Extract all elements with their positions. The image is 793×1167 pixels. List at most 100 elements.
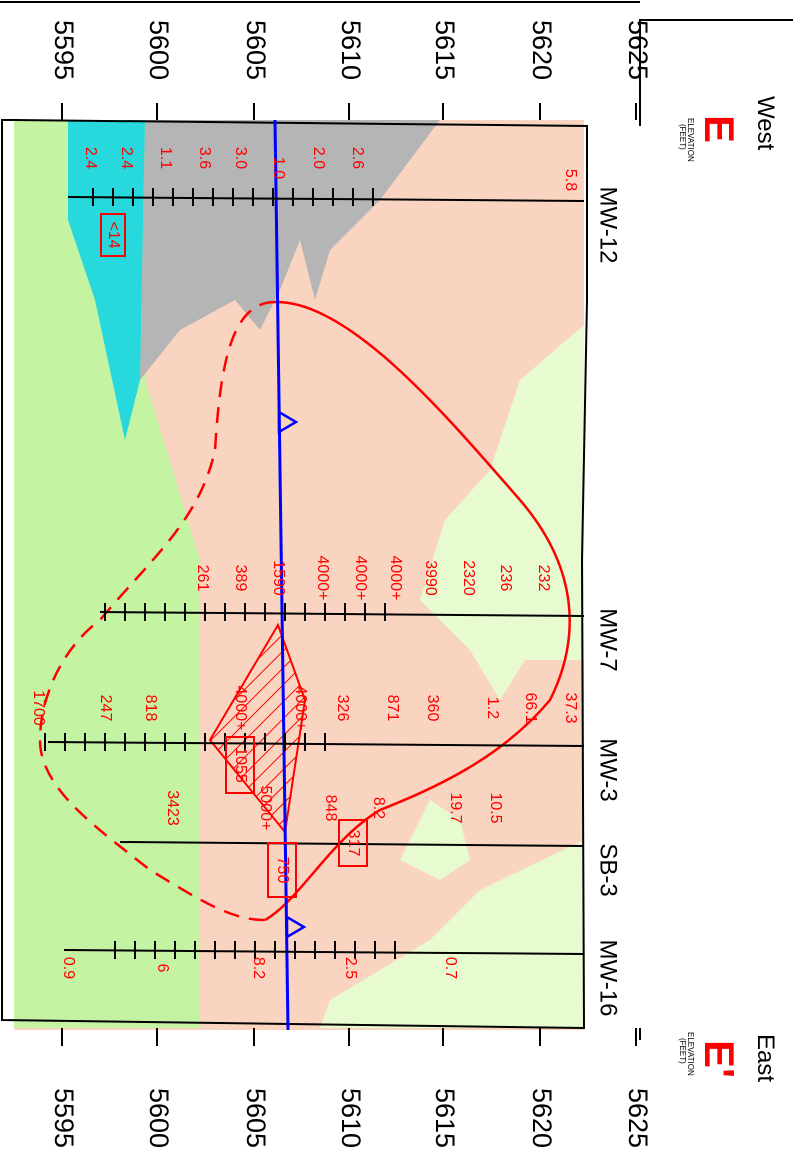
west-direction: West xyxy=(752,96,779,151)
concentration-value: 247 xyxy=(97,695,114,722)
concentration-value: 0.9 xyxy=(60,957,77,979)
concentration-value: 2.4 xyxy=(82,147,99,169)
concentration-value: 871 xyxy=(384,695,401,722)
wells: MW-12 5.8 2.6 2.0 1.0 3.0 3.6 1.1 2.4 2.4 <14 MW-7 2… xyxy=(30,147,622,1017)
well-mw-3: MW-3 37.3 66.1 1.2 360 871 326 4000+ 4000+ 818 247… xyxy=(30,686,622,802)
boxed-concentration-value: <14 xyxy=(105,221,122,248)
section-frame xyxy=(1,119,588,1030)
concentration-value: 4000+ xyxy=(387,556,404,601)
elevation-label-bottom: 5620 xyxy=(527,1088,557,1148)
elevation-label-top: 5595 xyxy=(49,20,79,80)
concentration-value: 6 xyxy=(154,964,171,973)
cyan-gravel-layer xyxy=(68,120,145,440)
concentration-value: 1.0 xyxy=(270,157,287,179)
soil-layers xyxy=(14,120,584,1030)
elevation-axis-top xyxy=(639,19,793,120)
elevation-label-bottom: 5595 xyxy=(49,1088,79,1148)
light-green-lens-mid xyxy=(400,800,470,880)
elevation-label-top: 5600 xyxy=(144,20,174,80)
boxed-concentration-value: 1055 xyxy=(232,747,249,783)
well-label: MW-7 xyxy=(595,608,622,672)
elevation-label-bottom: 5600 xyxy=(144,1088,174,1148)
west-letter: E xyxy=(696,115,743,143)
well-mw-12: MW-12 5.8 2.6 2.0 1.0 3.0 3.6 1.1 2.4 2.4 <14 xyxy=(67,147,622,264)
light-green-lens-lower xyxy=(320,840,584,1028)
green-clay-layer xyxy=(14,120,200,1028)
concentration-value: 848 xyxy=(322,795,339,822)
elevation-label-bottom: 5610 xyxy=(336,1088,366,1148)
concentration-value: 2.4 xyxy=(118,147,135,169)
concentration-value: 8.2 xyxy=(250,957,267,979)
east-direction: East xyxy=(752,1034,779,1082)
concentration-value: 4000+ xyxy=(314,556,331,601)
concentration-value: 19.7 xyxy=(447,792,464,823)
west-elevation-label: ELEVATION xyxy=(686,118,695,162)
concentration-value: 4000+ xyxy=(352,556,369,601)
elevation-ticks-bottom: 5595 5600 5605 5610 5615 5620 5625 xyxy=(49,1028,653,1148)
concentration-value: 2.0 xyxy=(310,147,327,169)
concentration-value: 236 xyxy=(497,565,514,592)
concentration-value: 232 xyxy=(535,565,552,592)
concentration-value: 1700 xyxy=(30,690,47,726)
elevation-label-top: 5625 xyxy=(623,20,653,80)
elevation-label-bottom: 5605 xyxy=(241,1088,271,1148)
concentration-value: 261 xyxy=(194,565,211,592)
boxed-value-frame xyxy=(267,842,297,898)
elevation-label-top: 5615 xyxy=(430,20,460,80)
concentration-value: 3423 xyxy=(164,790,181,826)
concentration-value: 389 xyxy=(232,565,249,592)
boxed-value-frame xyxy=(100,213,126,257)
well-label: MW-3 xyxy=(595,738,622,802)
concentration-value: 5.8 xyxy=(562,169,579,191)
concentration-value: 3.0 xyxy=(232,147,249,169)
concentration-value: 5000+ xyxy=(257,786,274,831)
water-table-triangle-icon xyxy=(277,409,299,435)
well-label: MW-12 xyxy=(595,187,622,264)
east-feet-label: (FEET) xyxy=(678,1038,687,1064)
elevation-label-top: 5620 xyxy=(527,20,557,80)
light-green-lens-upper xyxy=(420,325,584,700)
well-mw-16: MW-16 0.7 2.5 8.2 6 0.9 xyxy=(60,940,622,1017)
concentration-value: 818 xyxy=(142,695,159,722)
water-table-line xyxy=(273,119,290,1031)
concentration-value: 1590 xyxy=(270,560,287,596)
concentration-value: 2.6 xyxy=(349,147,366,169)
boxed-value-frame xyxy=(338,819,368,867)
well-label: MW-16 xyxy=(595,940,622,1017)
east-letter: E' xyxy=(696,1040,743,1078)
water-table-triangle-icon xyxy=(285,914,307,940)
boxed-concentration-value: 750 xyxy=(274,857,291,884)
concentration-value: 66.1 xyxy=(522,692,539,723)
well-mw-7: MW-7 232 236 2320 3990 4000+ 4000+ 4000+ 1590 389… xyxy=(99,556,622,672)
west-end-label: West E ELEVATION (FEET) xyxy=(678,96,779,162)
east-end-label: East E' ELEVATION (FEET) xyxy=(678,1032,779,1082)
concentration-value: 2320 xyxy=(460,560,477,596)
concentration-value: 1.1 xyxy=(157,147,174,169)
plume-outline-dashed xyxy=(38,300,276,922)
concentration-value: 4000+ xyxy=(232,686,249,731)
well-casing xyxy=(63,949,585,955)
boxed-concentration-value: 317 xyxy=(345,830,362,857)
boxed-value-frame xyxy=(225,736,255,794)
concentration-value: 0.7 xyxy=(442,957,459,979)
concentration-value: 3.6 xyxy=(196,147,213,169)
well-casing xyxy=(99,611,585,617)
concentration-value: 360 xyxy=(424,695,441,722)
gray-silt-layer xyxy=(140,120,440,380)
concentration-value: 4000+ xyxy=(292,686,309,731)
concentration-value: 8.2 xyxy=(370,797,387,819)
elevation-label-bottom: 5625 xyxy=(623,1088,653,1148)
elevation-ticks-top: 5595 5600 5605 5610 5615 5620 5625 xyxy=(49,20,653,120)
concentration-value: 1.2 xyxy=(484,697,501,719)
concentration-value: 37.3 xyxy=(562,692,579,723)
well-casing xyxy=(119,841,585,847)
well-label: SB-3 xyxy=(595,843,622,896)
concentration-value: 2.5 xyxy=(342,957,359,979)
well-sb-3: SB-3 10.5 19.7 8.2 848 5000+ 3423 317 750 xyxy=(119,786,622,898)
well-casing xyxy=(47,741,585,747)
elevation-label-top: 5610 xyxy=(336,20,366,80)
concentration-value: 10.5 xyxy=(487,792,504,823)
elevation-label-top: 5605 xyxy=(241,20,271,80)
plume-outline-solid xyxy=(264,300,571,922)
